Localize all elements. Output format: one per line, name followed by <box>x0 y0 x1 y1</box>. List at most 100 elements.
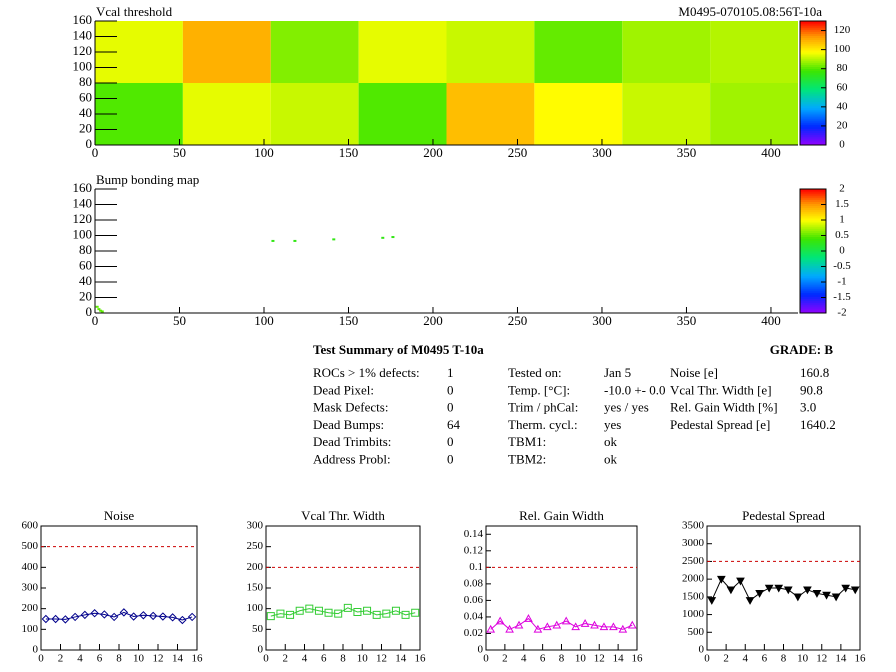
colorbar-cell <box>800 66 826 70</box>
marker <box>109 612 119 622</box>
marker <box>148 611 158 621</box>
colorbar-cell <box>800 269 826 273</box>
z-tick-label: 0 <box>839 139 845 151</box>
heatmap-cell <box>446 21 535 83</box>
series-line <box>711 578 856 602</box>
summary-label: Address Probl: <box>313 451 391 466</box>
colorbar-cell <box>800 234 826 238</box>
colorbar-cell <box>800 308 826 312</box>
x-tick-label: 10 <box>575 653 587 665</box>
colorbar-cell <box>800 220 826 223</box>
pixel <box>391 236 395 239</box>
colorbar-cell <box>800 116 826 119</box>
marker <box>505 624 514 633</box>
x-tick-label: 6 <box>321 653 327 665</box>
x-tick-label: 200 <box>423 145 443 160</box>
y-tick-label: 100 <box>247 602 264 614</box>
x-tick-label: 14 <box>172 653 184 665</box>
heatmap-cell <box>182 83 271 145</box>
y-tick-label: 50 <box>252 623 264 635</box>
pixel <box>293 239 297 242</box>
marker <box>783 586 793 595</box>
x-tick-label: 0 <box>704 653 710 665</box>
y-tick-label: 80 <box>79 74 92 89</box>
z-tick-label: 40 <box>837 100 849 112</box>
summary-label: Tested on: <box>508 365 562 380</box>
x-tick-label: 4 <box>302 653 308 665</box>
x-tick-label: 50 <box>173 313 186 328</box>
colorbar-cell <box>800 83 826 86</box>
colorbar-cell <box>800 43 826 47</box>
marker <box>609 622 618 631</box>
x-tick-label: 300 <box>592 313 612 328</box>
x-tick-label: 4 <box>521 653 527 665</box>
marker <box>726 586 736 595</box>
z-tick-label: -0.5 <box>833 260 851 272</box>
colorbar-cell <box>800 253 826 256</box>
colorbar-cell <box>800 257 826 260</box>
y-tick-label: 0.02 <box>464 627 483 639</box>
colorbar-cell <box>800 33 826 36</box>
colorbar-cell <box>800 242 826 246</box>
colorbar-cell <box>800 126 826 129</box>
colorbar-cell <box>800 263 826 266</box>
colorbar-cell <box>800 238 826 242</box>
chart-title: Vcal Thr. Width <box>301 508 385 523</box>
x-tick-label: 10 <box>797 653 809 665</box>
summary-value: 90.8 <box>800 382 823 397</box>
marker <box>411 608 420 617</box>
colorbar-cell <box>800 27 826 30</box>
colorbar-cell <box>800 232 826 235</box>
summary-grade: GRADE: B <box>770 342 834 357</box>
colorbar-cell <box>800 97 826 101</box>
y-tick-label: 600 <box>22 520 39 532</box>
colorbar-cell <box>800 282 826 285</box>
colorbar-cell <box>800 134 826 138</box>
x-tick-label: 200 <box>423 313 443 328</box>
module-header: M0495-070105.08:56T-10a <box>678 4 822 19</box>
marker <box>707 597 717 605</box>
marker <box>286 610 295 619</box>
x-tick-label: 14 <box>835 653 847 665</box>
y-tick-label: 1500 <box>682 590 705 602</box>
x-tick-label: 16 <box>192 653 204 665</box>
colorbar-cell <box>800 68 826 72</box>
y-tick-label: 0 <box>699 644 705 656</box>
x-tick-label: 0 <box>38 653 44 665</box>
summary-value: yes / yes <box>604 400 649 415</box>
y-tick-label: 140 <box>73 27 93 42</box>
summary-label: Dead Bumps: <box>313 417 384 432</box>
colorbar-cell <box>800 62 826 65</box>
marker <box>793 593 803 602</box>
marker <box>139 611 148 620</box>
summary-value: 0 <box>447 400 454 415</box>
marker <box>850 586 860 595</box>
x-tick-label: 12 <box>153 653 164 665</box>
marker <box>295 606 304 615</box>
heatmap-cell <box>622 21 711 83</box>
heatmap-cell <box>534 21 623 83</box>
colorbar-cell <box>800 64 826 67</box>
x-tick-label: 14 <box>395 653 407 665</box>
colorbar-cell <box>800 248 826 252</box>
summary-label: Dead Trimbits: <box>313 434 391 449</box>
colorbar-cell <box>800 130 826 134</box>
x-tick-label: 250 <box>508 145 528 160</box>
marker <box>314 606 323 615</box>
y-tick-label: 0 <box>478 644 484 656</box>
y-tick-label: 0.14 <box>464 528 484 540</box>
marker <box>266 612 275 621</box>
summary-label: TBM1: <box>508 434 546 449</box>
marker <box>401 610 410 619</box>
colorbar-cell <box>800 271 826 275</box>
marker <box>168 613 177 622</box>
x-tick-label: 8 <box>116 653 122 665</box>
y-tick-label: 0.04 <box>464 610 484 622</box>
heatmap-cell <box>622 83 711 145</box>
x-tick-label: 4 <box>743 653 749 665</box>
x-tick-label: 6 <box>540 653 546 665</box>
y-tick-label: 120 <box>73 211 93 226</box>
x-tick-label: 12 <box>594 653 605 665</box>
marker <box>561 616 571 625</box>
x-tick-label: 14 <box>613 653 625 665</box>
